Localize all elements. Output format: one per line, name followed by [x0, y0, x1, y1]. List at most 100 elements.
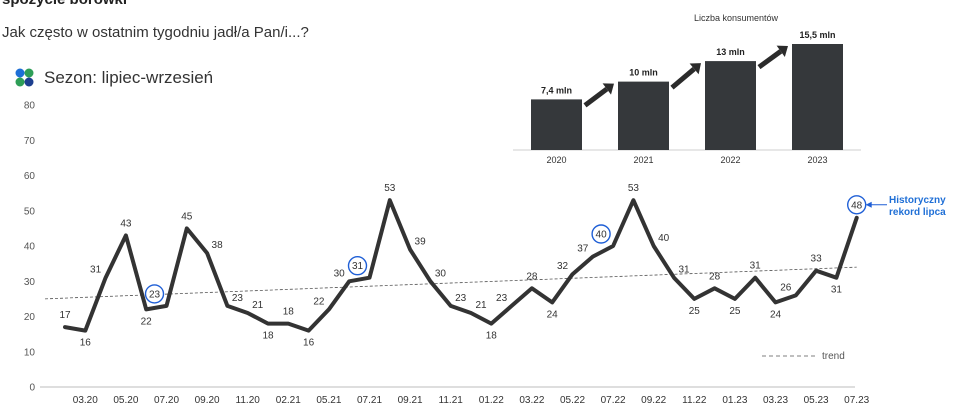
data-label: 23	[232, 293, 244, 304]
x-tick-label: 02.21	[276, 395, 301, 406]
data-label: 16	[303, 338, 315, 349]
data-label: 23	[455, 293, 467, 304]
data-label: 37	[577, 244, 589, 255]
highlight-circle	[591, 224, 611, 244]
data-label: 25	[689, 306, 701, 317]
data-label: 30	[334, 268, 346, 279]
data-label: 22	[141, 316, 153, 327]
data-label: 24	[547, 309, 559, 320]
x-tick-label: 09.22	[641, 395, 666, 406]
bar-chart-title: Liczba konsumentów	[694, 13, 779, 23]
data-label: 31	[750, 261, 762, 272]
x-tick-label: 05.20	[113, 395, 138, 406]
bar	[705, 61, 756, 151]
data-label: 21	[475, 300, 487, 311]
data-label: 21	[252, 300, 264, 311]
data-label: 31	[352, 261, 364, 272]
highlight-circle	[347, 256, 368, 276]
y-tick-label: 30	[24, 277, 36, 288]
y-tick-label: 60	[24, 171, 36, 182]
bar-category-label: 2023	[807, 155, 827, 165]
data-label: 39	[415, 237, 427, 248]
bar-category-label: 2020	[546, 155, 566, 165]
data-label: 38	[212, 240, 224, 251]
y-tick-label: 20	[24, 312, 36, 323]
annotation-arrowhead	[865, 201, 872, 208]
data-label: 33	[811, 254, 823, 265]
bar-category-label: 2021	[633, 155, 653, 165]
growth-arrowhead	[689, 63, 701, 75]
data-label: 31	[831, 285, 843, 296]
y-tick-label: 40	[24, 242, 36, 253]
annotation-line1: Historyczny	[889, 195, 946, 206]
x-tick-label: 03.20	[73, 395, 98, 406]
data-label: 24	[770, 309, 782, 320]
y-tick-label: 0	[29, 383, 35, 394]
y-tick-label: 50	[24, 206, 36, 217]
data-label: 18	[283, 307, 295, 318]
x-tick-label: 05.21	[316, 395, 341, 406]
data-label: 23	[149, 289, 161, 300]
x-tick-label: 11.20	[236, 395, 261, 406]
data-label: 28	[526, 271, 538, 282]
data-label: 53	[384, 183, 396, 194]
bar-category-label: 2022	[720, 155, 740, 165]
x-tick-label: 01.23	[722, 395, 747, 406]
x-tick-label: 11.22	[682, 395, 707, 406]
data-label: 22	[313, 296, 325, 307]
data-label: 40	[658, 233, 670, 244]
x-tick-label: 07.20	[154, 395, 179, 406]
bar-value-label: 7,4 mln	[541, 85, 572, 95]
trend-line	[44, 266, 857, 300]
growth-arrowhead	[602, 83, 614, 95]
data-label: 18	[262, 331, 274, 342]
bar-value-label: 10 mln	[629, 68, 658, 78]
bar	[792, 44, 843, 150]
annotation-line2: rekord lipca	[889, 207, 946, 218]
data-label: 18	[486, 331, 498, 342]
y-tick-label: 70	[24, 136, 36, 147]
data-label: 17	[59, 310, 71, 321]
data-label: 28	[709, 271, 721, 282]
growth-arrowhead	[776, 45, 788, 57]
bar-value-label: 15,5 mln	[799, 30, 835, 40]
growth-arrow	[757, 49, 783, 70]
legend-trend-label: trend	[822, 351, 845, 362]
data-label: 30	[435, 268, 447, 279]
x-tick-label: 05.23	[804, 395, 829, 406]
flower-icon	[15, 68, 34, 87]
season-text: Sezon: lipiec-wrzesień	[44, 68, 214, 87]
data-label: 31	[678, 265, 690, 276]
y-tick-label: 10	[24, 347, 36, 358]
x-tick-label: 07.22	[601, 395, 626, 406]
bar-value-label: 13 mln	[716, 47, 745, 57]
x-tick-label: 05.22	[560, 395, 585, 406]
data-label: 23	[496, 293, 508, 304]
x-tick-label: 03.22	[519, 395, 544, 406]
x-tick-label: 11.21	[439, 395, 464, 406]
highlight-circle	[144, 284, 165, 304]
x-tick-label: 01.22	[479, 395, 504, 406]
survey-question: Jak często w ostatnim tygodniu jadł/a Pa…	[2, 24, 309, 41]
y-tick-label: 80	[24, 101, 36, 112]
x-tick-label: 09.21	[398, 395, 423, 406]
season-label: Sezon: lipiec-wrzesień	[14, 68, 213, 88]
x-tick-label: 07.23	[844, 395, 869, 406]
data-label: 32	[557, 261, 569, 272]
data-label: 40	[596, 230, 608, 241]
data-label: 43	[120, 218, 132, 229]
page-title: spożycie borówki	[2, 0, 127, 8]
x-tick-label: 07.21	[357, 395, 382, 406]
x-tick-label: 03.23	[763, 395, 788, 406]
bar	[618, 81, 669, 150]
data-label: 45	[181, 211, 193, 222]
growth-arrow	[670, 66, 696, 90]
growth-arrow	[583, 87, 609, 108]
series-line	[63, 198, 859, 333]
bar	[531, 99, 582, 150]
data-label: 31	[90, 265, 102, 276]
data-label: 26	[780, 282, 792, 293]
data-label: 16	[80, 338, 92, 349]
